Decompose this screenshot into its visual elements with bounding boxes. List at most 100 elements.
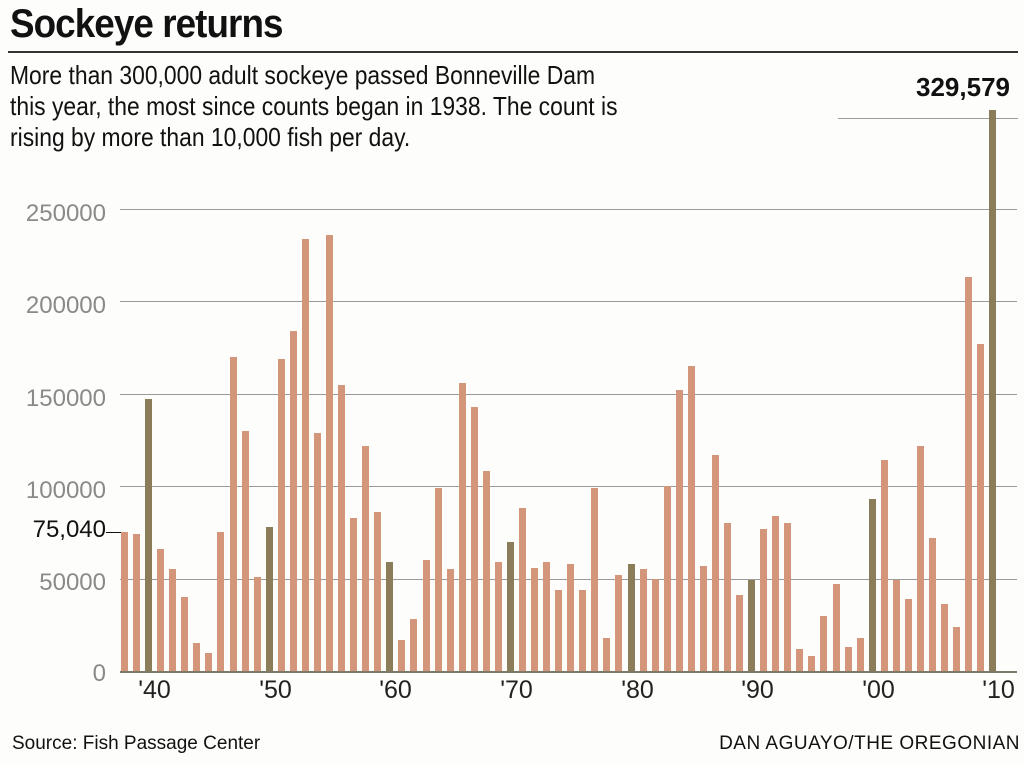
x-tick-label: '90 [741,676,774,704]
bar-1997 [833,584,840,671]
x-tick-label: '40 [138,676,171,704]
bar-1954 [314,433,321,671]
credit-note: DAN AGUAYO/THE OREGONIAN [719,733,1020,754]
bar-1992 [772,516,779,671]
bar-2000 [869,499,876,671]
gridline [120,486,1017,487]
subtitle-line-3: rising by more than 10,000 fish per day. [10,122,411,152]
bar-1945 [205,653,212,671]
bar-1968 [483,471,490,671]
bar-1999 [857,638,864,671]
bar-1995 [808,656,815,671]
bar-1947 [230,357,237,671]
bar-1946 [217,532,224,671]
x-axis-baseline [120,671,1017,673]
bar-1981 [640,569,647,671]
bar-1993 [784,523,791,671]
bar-1957 [350,518,357,671]
max-value-label: 329,579 [916,72,1010,102]
x-tick-label: '80 [621,676,654,704]
bar-1964 [435,488,442,671]
bar-1982 [652,579,659,671]
y-tick-label: 150000 [25,385,106,412]
bar-1951 [278,359,285,671]
bar-2009 [977,344,984,671]
first-value-label: 75,040 [32,516,106,544]
gridline [120,301,1017,302]
bar-1971 [519,508,526,671]
bar-1975 [567,564,574,671]
bar-1956 [338,385,345,671]
bar-1970 [507,542,514,671]
title-divider [8,51,1018,53]
bar-1980 [628,564,635,671]
chart-subtitle: More than 300,000 adult sockeye passed B… [10,60,732,153]
bar-1948 [242,431,249,671]
gridline [120,394,1017,395]
gridline [120,209,1017,210]
bar-1962 [410,619,417,671]
bar-2010 [989,110,996,671]
bar-1949 [254,577,261,671]
bar-2006 [941,604,948,671]
y-tick-label: 250000 [25,200,106,227]
x-tick-label: '00 [862,676,895,704]
bar-1943 [181,597,188,671]
max-value-leader-line [838,118,1018,119]
bar-1950 [266,527,273,671]
bar-1996 [820,616,827,671]
bar-2007 [953,627,960,671]
bar-1972 [531,568,538,671]
x-tick-label: '10 [982,676,1015,704]
chart-title: Sockeye returns [10,2,283,46]
source-note: Source: Fish Passage Center [12,733,261,754]
bar-1966 [459,383,466,671]
bar-1961 [398,640,405,671]
bar-1952 [290,331,297,671]
y-tick-label: 0 [92,660,106,687]
bar-2001 [881,460,888,671]
bar-2002 [893,580,900,671]
bar-1990 [748,580,755,671]
bar-2003 [905,599,912,671]
bar-1969 [495,562,502,671]
x-tick-label: '60 [379,676,412,704]
first-value-leader-line [106,532,126,533]
subtitle-line-1: More than 300,000 adult sockeye passed B… [10,60,596,90]
bar-1984 [676,390,683,671]
y-tick-label: 50000 [39,569,106,596]
bar-1963 [423,560,430,671]
bar-2004 [917,446,924,671]
bar-1988 [724,523,731,671]
bar-1973 [543,562,550,671]
bar-1994 [796,649,803,671]
bar-1958 [362,446,369,671]
bar-1959 [374,512,381,671]
x-tick-label: '50 [259,676,292,704]
x-tick-label: '70 [500,676,533,704]
y-tick-label: 100000 [25,477,106,504]
bar-1944 [193,643,200,671]
bar-1953 [302,239,309,671]
bar-1939 [133,534,140,671]
bar-1978 [603,638,610,671]
bar-1983 [664,486,671,671]
bar-1955 [326,235,333,671]
bar-1974 [555,590,562,671]
bar-1991 [760,529,767,671]
bar-2005 [929,538,936,671]
bar-1965 [447,569,454,671]
bar-1998 [845,647,852,671]
bar-1940 [145,399,152,671]
y-tick-label: 200000 [25,292,106,319]
bar-1967 [471,407,478,671]
bar-1976 [579,590,586,671]
bar-1977 [591,488,598,671]
bar-1938 [121,532,128,671]
bar-1979 [615,575,622,671]
bar-1942 [169,569,176,671]
bar-2008 [965,277,972,671]
bar-1987 [712,455,719,671]
subtitle-line-2: this year, the most since counts began i… [10,91,618,121]
